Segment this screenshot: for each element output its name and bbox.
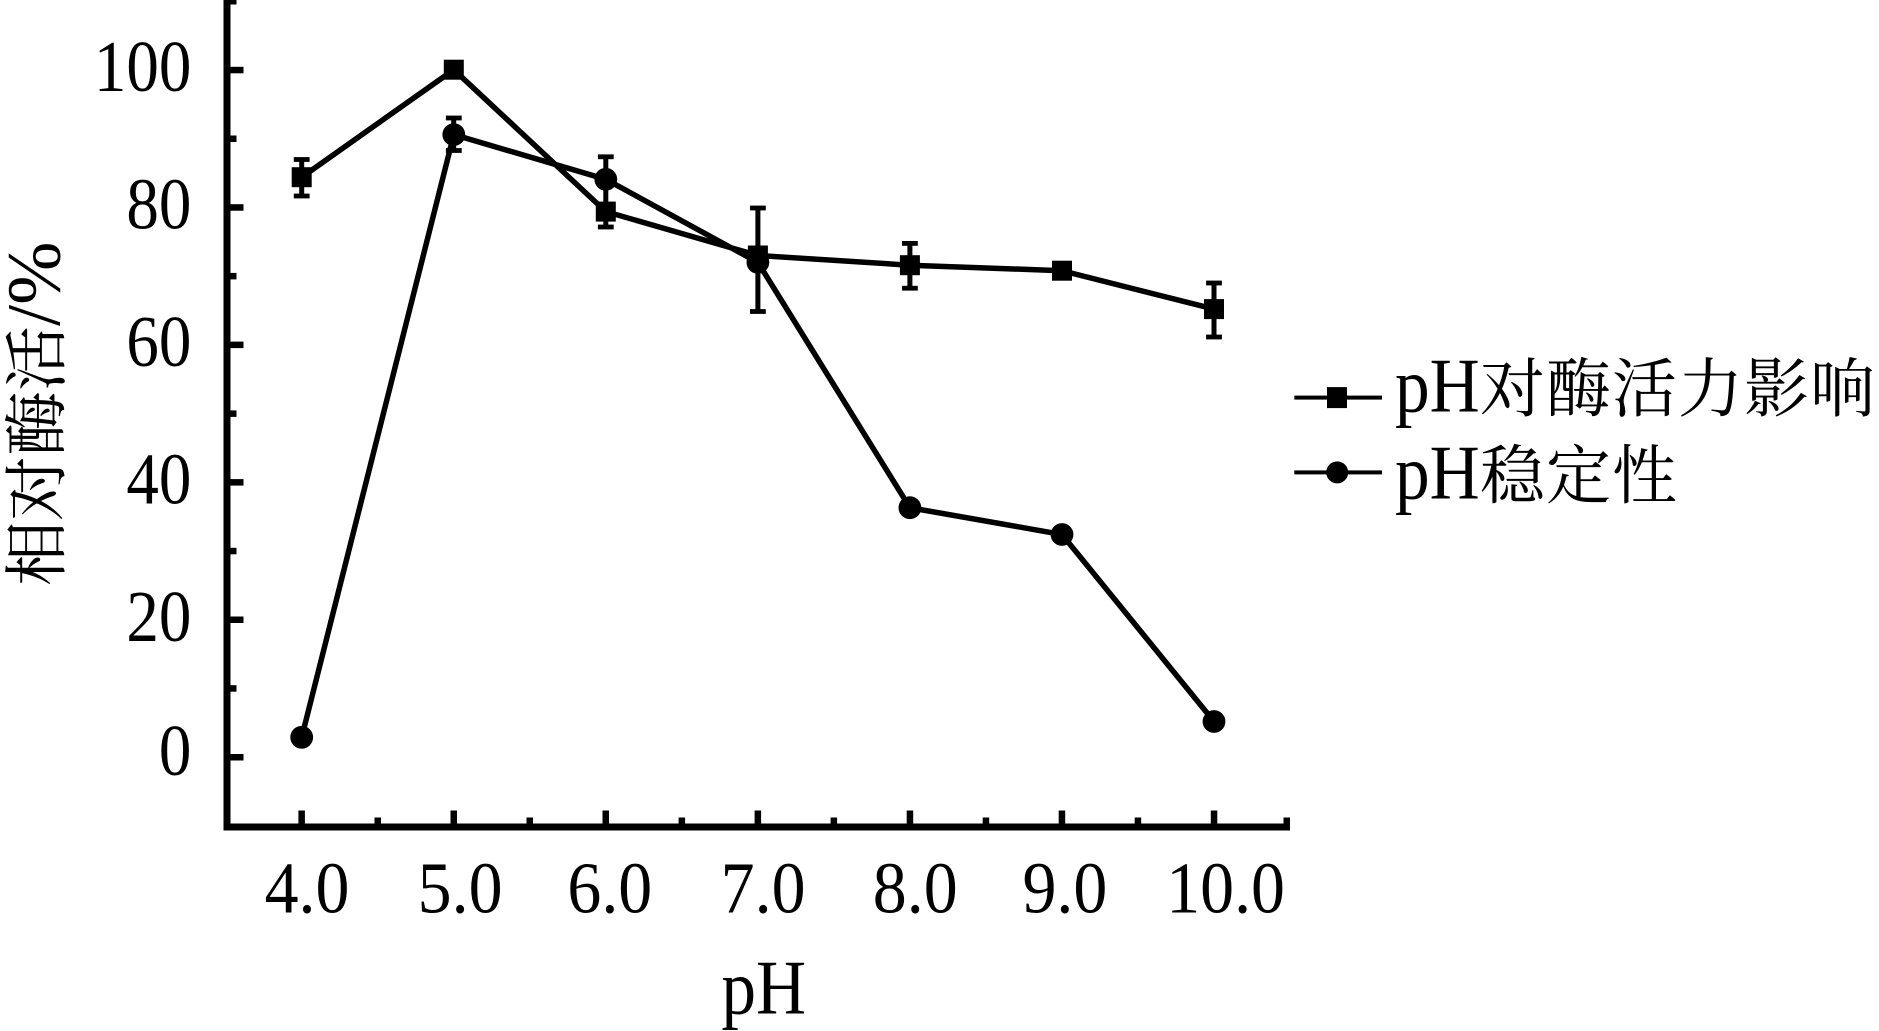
svg-text:pH: pH: [721, 945, 806, 1030]
svg-text:80: 80: [126, 163, 191, 244]
svg-text:0: 0: [159, 710, 191, 791]
svg-text:7.0: 7.0: [721, 848, 806, 929]
svg-text:60: 60: [126, 300, 191, 381]
svg-text:pH: pH: [1395, 430, 1480, 515]
svg-text:8.0: 8.0: [873, 848, 958, 929]
svg-text:100: 100: [94, 26, 191, 107]
svg-text:5.0: 5.0: [418, 848, 503, 929]
svg-text:4.0: 4.0: [265, 848, 350, 929]
svg-text:9.0: 9.0: [1022, 848, 1107, 929]
svg-text:pH: pH: [1395, 343, 1480, 428]
svg-text:6.0: 6.0: [567, 848, 652, 929]
svg-text:20: 20: [126, 575, 191, 656]
svg-text:40: 40: [126, 438, 191, 519]
svg-text:/%: /%: [0, 242, 77, 326]
svg-text:10.0: 10.0: [1166, 848, 1285, 929]
